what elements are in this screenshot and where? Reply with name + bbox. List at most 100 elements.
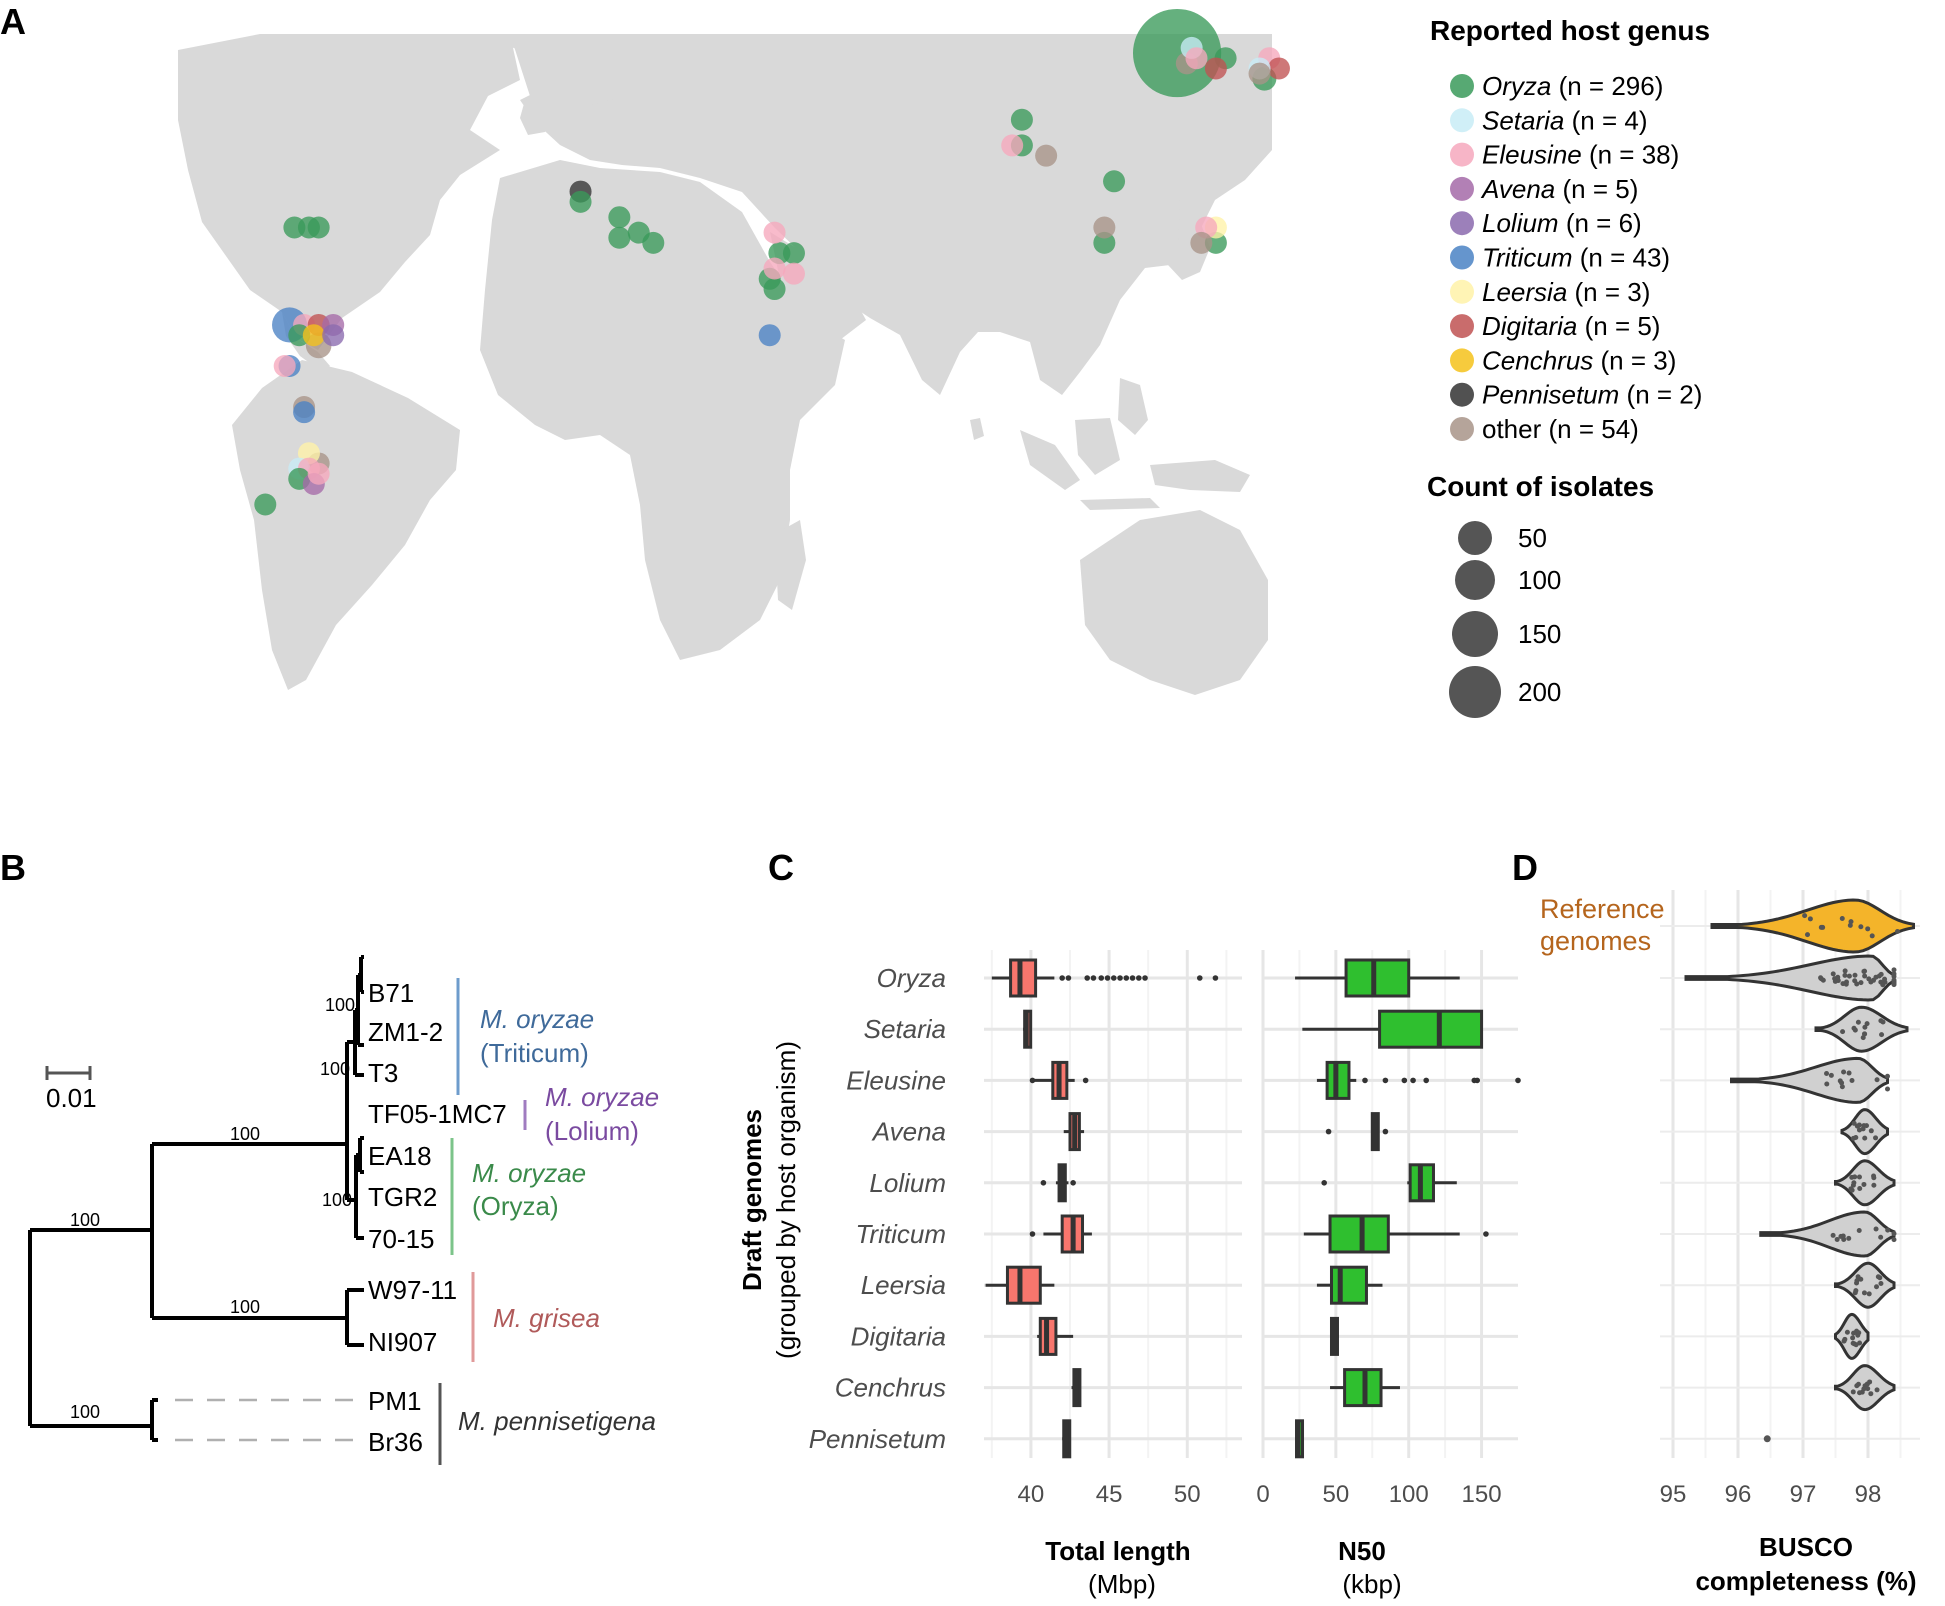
- n50-tick-0: 0: [1256, 1481, 1269, 1508]
- genus-label-pennisetum: Pennisetum: [809, 1424, 946, 1454]
- map-bubble-eleusine: [273, 354, 296, 377]
- violin-point: [1851, 1330, 1857, 1336]
- outlier: [1362, 1077, 1368, 1084]
- outlier: [1123, 975, 1130, 981]
- outlier: [1084, 975, 1090, 981]
- violin-point: [1878, 1234, 1884, 1240]
- outlier: [1029, 1231, 1036, 1237]
- violin-point: [1858, 924, 1864, 930]
- legend-label-digitaria: Digitaria (n = 5): [1482, 311, 1660, 341]
- outlier: [1090, 975, 1097, 981]
- map-bubble-oryza: [608, 206, 631, 229]
- box-oryza: [1344, 958, 1411, 998]
- map-bubble-oryza: [1132, 8, 1222, 98]
- panel-a-letter: A: [0, 1, 26, 42]
- map-bubble-eleusine: [307, 462, 330, 485]
- violin-point: [1891, 1237, 1897, 1243]
- violin-point: [1871, 1182, 1877, 1188]
- legend-key-pennisetum: [1450, 382, 1474, 407]
- bootstrap-label: 100: [322, 1190, 352, 1210]
- outlier: [1212, 975, 1219, 981]
- outlier: [1483, 1231, 1489, 1237]
- violin-point: [1841, 1069, 1847, 1075]
- genus-label-cenchrus: Cenchrus: [835, 1373, 946, 1403]
- box-triticum: [1328, 1214, 1390, 1254]
- size-label-200: 200: [1518, 677, 1561, 707]
- map-bubble-oryza: [1010, 108, 1033, 131]
- violin-point: [1857, 1185, 1863, 1191]
- violin-point: [1878, 1281, 1884, 1287]
- legend-label-eleusine: Eleusine (n = 38): [1482, 140, 1679, 170]
- violin-point: [1856, 1227, 1862, 1233]
- tip-ea18: EA18: [368, 1141, 432, 1171]
- panel-b-letter: B: [0, 847, 26, 888]
- n50-tick-50: 50: [1323, 1481, 1350, 1508]
- length-tick-40: 40: [1018, 1481, 1045, 1508]
- violin-point: [1844, 979, 1850, 985]
- violin-point: [1828, 1072, 1834, 1078]
- busco-tick-96: 96: [1725, 1481, 1752, 1508]
- violin-point: [1875, 1274, 1881, 1280]
- outlier: [1129, 975, 1136, 981]
- n50-plot: 0 50 100 150: [1256, 950, 1521, 1508]
- outlier: [1136, 975, 1142, 981]
- violin-point: [1824, 1070, 1830, 1076]
- legend-label-oryza: Oryza (n = 296): [1482, 71, 1663, 101]
- outlier: [1059, 975, 1065, 981]
- outlier: [1382, 1128, 1389, 1135]
- size-key-100: [1455, 560, 1495, 600]
- legend-label-pennisetum: Pennisetum (n = 2): [1482, 380, 1702, 410]
- violin-triticum: [1759, 1210, 1896, 1258]
- violin-point: [1846, 1070, 1852, 1076]
- violin-point: [1802, 913, 1808, 919]
- violin-setaria: [1814, 1005, 1909, 1053]
- violin-point: [1891, 1231, 1897, 1237]
- violin-point: [1857, 1340, 1863, 1346]
- violin-point: [1851, 1025, 1857, 1031]
- length-axis-unit: (Mbp): [1088, 1569, 1156, 1599]
- violin-point: [1894, 929, 1900, 935]
- box-leersia: [1329, 1265, 1368, 1305]
- violin-point: [1830, 971, 1836, 977]
- tree-labels: B71 ZM1-2 T3 TF05-1MC7 EA18 TGR2 70-15 W97-11 NI…: [70, 978, 659, 1465]
- violin-point: [1878, 971, 1884, 977]
- clade-species-label: M. oryzae: [480, 1004, 594, 1034]
- violin-point: [1860, 1126, 1866, 1132]
- length-tick-45: 45: [1096, 1481, 1123, 1508]
- violin-point: [1862, 1031, 1868, 1037]
- legend-key-triticum: [1450, 245, 1474, 270]
- outlier: [1401, 1077, 1408, 1084]
- map-bubble-other: [1190, 231, 1213, 254]
- legend-key-cenchrus: [1450, 348, 1474, 373]
- violin-point: [1855, 1019, 1861, 1025]
- length-axis-title: Total length: [1045, 1536, 1190, 1566]
- map-bubble-oryza: [254, 493, 277, 516]
- plot-background: [984, 950, 1242, 1458]
- size-label-100: 100: [1518, 565, 1561, 595]
- size-key-150: [1452, 611, 1498, 657]
- violin-point: [1832, 978, 1838, 984]
- violin-point: [1856, 1174, 1862, 1180]
- violin-point: [1850, 1135, 1856, 1141]
- violin-point: [1840, 1029, 1846, 1035]
- clade-species-label: M. oryzae: [472, 1158, 586, 1188]
- legend-key-lolium: [1450, 211, 1474, 236]
- violin-point: [1871, 977, 1877, 983]
- legend-key-setaria: [1450, 108, 1474, 133]
- violin-point: [1891, 973, 1897, 979]
- violin-point: [1804, 932, 1810, 938]
- violin-point: [1867, 1379, 1873, 1385]
- violin-point: [1879, 1032, 1885, 1038]
- n50-axis-unit: (kbp): [1342, 1569, 1401, 1599]
- violin-eleusine: [1730, 1056, 1889, 1104]
- violin-point: [1852, 972, 1858, 978]
- violin-point: [1854, 1280, 1860, 1286]
- phylogenetic-tree: [28, 955, 364, 1442]
- violin-point: [1873, 1226, 1879, 1232]
- violin-point: [1846, 1235, 1852, 1241]
- violin-point: [1842, 968, 1848, 974]
- legend-host-title: Reported host genus: [1430, 15, 1710, 46]
- map-bubble-triticum: [293, 401, 316, 424]
- legend-key-digitaria: [1450, 314, 1474, 339]
